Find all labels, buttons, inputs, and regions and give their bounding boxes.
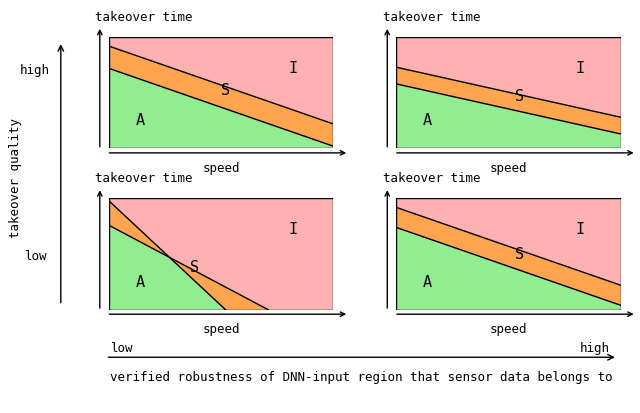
Text: speed: speed [490, 162, 527, 175]
Text: S: S [515, 89, 524, 104]
Polygon shape [396, 67, 621, 148]
Text: A: A [136, 275, 145, 290]
Polygon shape [396, 37, 621, 148]
Text: A: A [136, 114, 145, 128]
Text: low: low [110, 342, 133, 356]
Polygon shape [109, 37, 333, 148]
Text: takeover time: takeover time [383, 11, 480, 24]
Polygon shape [109, 225, 333, 310]
Text: I: I [576, 222, 585, 237]
Text: S: S [189, 260, 198, 275]
Text: low: low [24, 249, 47, 263]
Text: high: high [580, 342, 610, 356]
Polygon shape [109, 201, 268, 310]
Text: speed: speed [202, 323, 240, 336]
Text: speed: speed [490, 323, 527, 336]
Text: S: S [515, 247, 524, 261]
Text: speed: speed [202, 162, 240, 175]
Text: verified robustness of DNN-input region that sensor data belongs to: verified robustness of DNN-input region … [110, 371, 613, 385]
Polygon shape [396, 199, 621, 310]
Text: S: S [221, 83, 230, 98]
Text: takeover time: takeover time [383, 172, 480, 185]
Text: takeover quality: takeover quality [10, 118, 22, 237]
Text: A: A [423, 275, 432, 290]
Text: high: high [20, 64, 50, 77]
Polygon shape [109, 199, 333, 310]
Text: I: I [576, 61, 585, 76]
Text: takeover time: takeover time [95, 11, 193, 24]
Text: A: A [423, 114, 432, 128]
Text: I: I [289, 222, 298, 237]
Text: I: I [289, 61, 298, 76]
Polygon shape [109, 68, 333, 148]
Polygon shape [396, 228, 621, 310]
Text: takeover time: takeover time [95, 172, 193, 185]
Polygon shape [396, 207, 621, 305]
Polygon shape [396, 67, 621, 134]
Polygon shape [109, 46, 333, 146]
